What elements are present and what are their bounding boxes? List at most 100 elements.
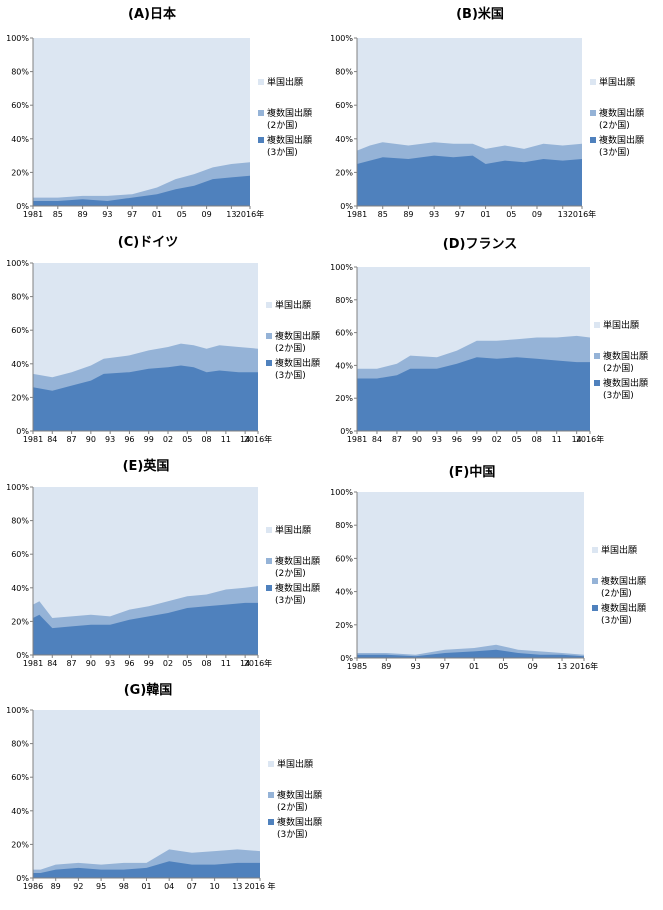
y-tick-label: 20% [335,621,353,630]
legend-two-country: 複数国出願 [267,107,312,119]
x-tick-label: 90 [412,435,422,444]
y-tick-label: 100% [330,263,353,272]
chart-panel: (C)ドイツ 0% 20% 40% 60% 80% 100% 1981 84 87 90 93 96 99… [6,235,320,444]
x-tick-label: 95 [96,882,106,891]
x-tick-label: 99 [144,435,154,444]
x-tick-label: 11 [221,659,231,668]
legend-three-country-note: (3か国) [275,595,306,606]
chart-panel: (A)日本 0% 20% 40% 60% 80% 100% 1981 85 89 93 97 01 05 0… [6,6,312,219]
y-tick-label: 0% [340,202,353,211]
chart-panel: (B)米国 0% 20% 40% 60% 80% 100% 1981 85 89 93 97 01 05 0… [330,6,644,219]
y-tick-label: 60% [11,550,29,559]
x-tick-label: 93 [105,659,115,668]
y-tick-label: 0% [16,427,29,436]
legend-two-country-note: (2か国) [277,802,308,813]
x-tick-label: 2016年 [568,209,596,219]
y-tick-label: 100% [330,34,353,43]
y-tick-label: 60% [335,101,353,110]
area-three-country [33,175,250,206]
y-tick-label: 80% [11,68,29,77]
x-tick-label: 93 [102,210,112,219]
legend-three-country-swatch [592,605,598,611]
x-tick-label: 1986 [23,882,43,891]
x-tick-label: 2016年 [244,434,272,444]
legend-single-country-swatch [592,547,598,553]
x-tick-label: 85 [378,210,388,219]
y-tick-label: 80% [11,740,29,749]
x-tick-label: 97 [455,210,465,219]
legend-single-country-swatch [266,302,272,308]
x-tick-label: 1981 [23,659,43,668]
legend-three-country-swatch [594,380,600,386]
x-tick-label: 89 [381,662,391,671]
legend-two-country-swatch [590,110,596,116]
x-tick-label: 87 [66,435,76,444]
y-tick-label: 80% [335,296,353,305]
x-tick-label: 05 [498,662,508,671]
x-tick-label: 1981 [347,435,367,444]
x-tick-label: 92 [73,882,83,891]
area-three-country [33,602,258,655]
x-tick-label: 01 [480,210,490,219]
legend-three-country: 複数国出願 [267,134,312,146]
x-tick-label: 13 [226,210,236,219]
y-tick-label: 100% [6,706,29,715]
legend-three-country-swatch [258,137,264,143]
x-tick-label: 14 [572,435,582,444]
legend-three-country: 複数国出願 [275,582,320,594]
y-tick-label: 80% [11,293,29,302]
x-tick-label: 01 [141,882,151,891]
x-tick-label: 2016年 [236,209,264,219]
legend-two-country-note: (2か国) [599,120,630,131]
legend-single-country: 単国出願 [601,544,637,556]
y-tick-label: 0% [16,202,29,211]
y-tick-label: 0% [16,651,29,660]
x-tick-label: 97 [127,210,137,219]
x-tick-label: 96 [124,659,134,668]
legend-two-country: 複数国出願 [601,575,646,587]
legend-three-country: 複数国出願 [275,357,320,369]
legend-single-country-swatch [268,761,274,767]
x-tick-label: 05 [182,659,192,668]
legend-two-country: 複数国出願 [275,555,320,567]
legend-three-country: 複数国出願 [277,816,322,828]
legend-two-country: 複数国出願 [599,107,644,119]
legend-three-country-note: (3か国) [277,829,308,840]
chart-panel: (E)英国 0% 20% 40% 60% 80% 100% 1981 84 87 90 93 96 99 0… [6,458,320,668]
x-tick-label: 2016 年 [245,881,276,891]
legend-two-country-swatch [266,558,272,564]
x-tick-label: 09 [528,662,538,671]
legend-two-country: 複数国出願 [275,330,320,342]
y-tick-label: 60% [335,329,353,338]
x-tick-label: 10 [210,882,220,891]
x-tick-label: 02 [163,659,173,668]
x-tick-label: 01 [152,210,162,219]
x-tick-label: 1981 [23,435,43,444]
y-tick-label: 80% [335,68,353,77]
legend-three-country-note: (3か国) [601,615,632,626]
y-tick-label: 20% [335,168,353,177]
legend-single-country: 単国出願 [267,76,303,88]
legend-two-country-swatch [266,333,272,339]
legend-single-country: 単国出願 [277,758,313,770]
x-tick-label: 05 [506,210,516,219]
x-tick-label: 1981 [23,210,43,219]
x-tick-label: 13 [232,882,242,891]
y-tick-label: 20% [11,168,29,177]
x-tick-label: 11 [221,435,231,444]
x-tick-label: 2016年 [570,661,598,671]
y-tick-label: 60% [335,554,353,563]
chart-panel: (G)韓国 0% 20% 40% 60% 80% 100% 1986 89 92 95 98 01 04 0… [6,682,322,891]
y-tick-label: 40% [335,361,353,370]
chart-panel: (D)フランス 0% 20% 40% 60% 80% 100% 1981 84 87 90 93 96 9… [330,237,648,444]
legend-three-country: 複数国出願 [599,134,644,146]
chart-title: (B)米国 [456,6,504,22]
legend-three-country-swatch [268,819,274,825]
legend-three-country-swatch [266,360,272,366]
x-tick-label: 13 [557,662,567,671]
